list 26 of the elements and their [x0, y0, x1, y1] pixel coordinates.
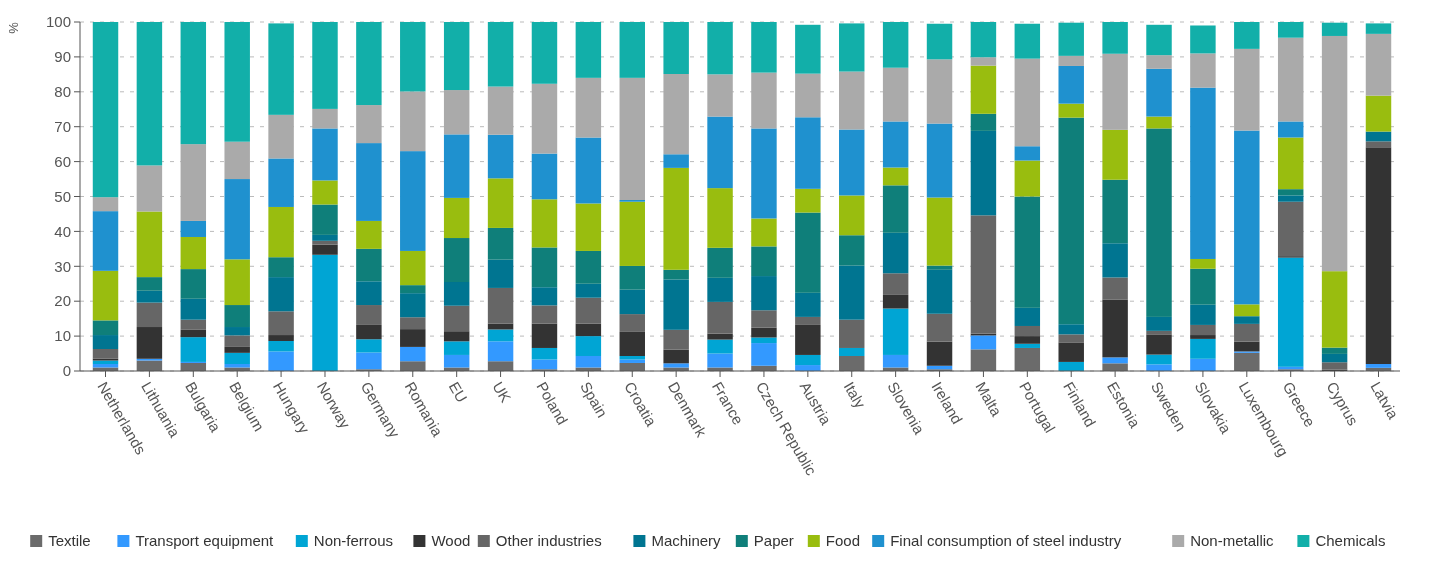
- legend-label: Paper: [753, 532, 794, 549]
- y-tick-label: 30: [54, 257, 71, 275]
- y-tick-label: 10: [54, 327, 71, 345]
- legend-label: Other industries: [495, 532, 602, 549]
- x-tick-label: Italy: [840, 378, 870, 412]
- y-tick-label: 100: [45, 13, 71, 31]
- legend-label: Textile: [48, 532, 91, 549]
- legend-label: Transport equipment: [135, 532, 275, 549]
- y-axis-title: %: [6, 21, 21, 34]
- legend-label: Non-ferrous: [313, 532, 393, 549]
- x-tick-label: UK: [489, 378, 515, 406]
- x-tick-label: EU: [445, 378, 471, 406]
- legend-label: Food: [825, 532, 860, 549]
- y-tick-label: 20: [54, 292, 71, 310]
- y-tick-label: 80: [54, 83, 71, 101]
- legend-label: Non-metallic: [1190, 532, 1275, 549]
- y-tick-label: 50: [54, 187, 71, 205]
- legend-label: Chemicals: [1315, 532, 1386, 549]
- y-tick-label: 70: [54, 117, 71, 135]
- legend-label: Machinery: [651, 532, 722, 549]
- y-tick-label: 60: [54, 152, 71, 170]
- y-tick-label: 0: [62, 362, 71, 380]
- legend-label: Final consumption of steel industry: [890, 532, 1122, 549]
- legend-label: Wood: [431, 532, 471, 549]
- y-tick-label: 40: [54, 222, 71, 240]
- y-tick-label: 90: [54, 48, 71, 66]
